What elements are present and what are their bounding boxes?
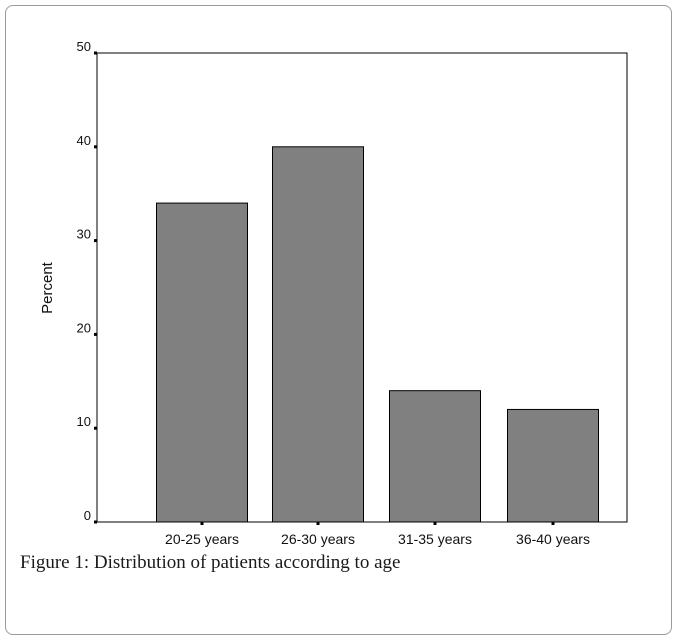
y-tick-label: 50	[77, 39, 91, 54]
x-tick-label: 31-35 years	[398, 531, 472, 547]
y-tick-label: 40	[77, 133, 91, 148]
figure-caption: Figure 1: Distribution of patients accor…	[20, 552, 401, 573]
bar-4	[507, 408, 599, 523]
plot-area-frame	[96, 52, 628, 523]
axes-layer: 0 10 20 30 40 50 20-25 years 26-30 years 31-35 y…	[77, 39, 628, 547]
bars-layer	[156, 146, 599, 523]
y-tick-label: 0	[84, 508, 91, 523]
y-tick-mark	[94, 426, 97, 430]
y-tick-label: 10	[77, 414, 91, 429]
x-tick-mark	[551, 522, 555, 525]
y-tick-mark	[94, 520, 97, 524]
y-tick-mark	[94, 145, 97, 149]
bar-1	[156, 202, 248, 523]
x-tick-mark	[433, 522, 437, 525]
bar-2	[272, 146, 364, 523]
bar-3	[389, 390, 481, 523]
x-tick-mark	[316, 522, 320, 525]
y-axis-label: Percent	[39, 261, 56, 314]
y-tick-label: 30	[77, 227, 91, 242]
y-tick-mark	[94, 51, 97, 55]
y-tick-mark	[94, 332, 97, 336]
x-tick-mark	[200, 522, 204, 525]
y-tick-mark	[94, 239, 97, 243]
x-tick-label: 36-40 years	[516, 531, 590, 547]
x-tick-label: 26-30 years	[281, 531, 355, 547]
y-tick-label: 20	[77, 320, 91, 335]
x-tick-label: 20-25 years	[165, 531, 239, 547]
